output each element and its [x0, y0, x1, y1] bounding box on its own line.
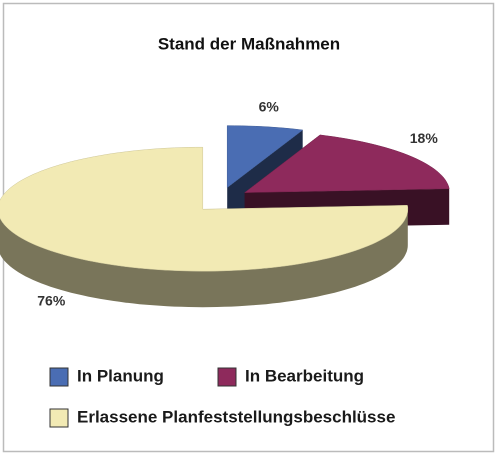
legend-swatch: [217, 367, 237, 387]
value-label: 18%: [410, 130, 439, 146]
legend-label: In Planung: [77, 366, 164, 385]
legend-label: In Bearbeitung: [245, 366, 364, 385]
slice-wall: [0, 209, 408, 308]
legend-swatch: [49, 408, 69, 428]
legend: In Planung In Bearbeitung Erlassene Planfe…: [49, 366, 395, 428]
chart-title: Stand der Maßnahmen: [158, 34, 340, 53]
pie: 6% 18% 76%: [0, 99, 450, 309]
value-label: 6%: [259, 99, 280, 115]
slice: [243, 134, 450, 193]
slice: [226, 125, 304, 189]
slice: [0, 146, 409, 272]
value-label: 76%: [37, 293, 66, 309]
legend-swatch: [49, 367, 69, 387]
legend-label: Erlassene Planfeststellungsbeschlüsse: [77, 407, 395, 426]
